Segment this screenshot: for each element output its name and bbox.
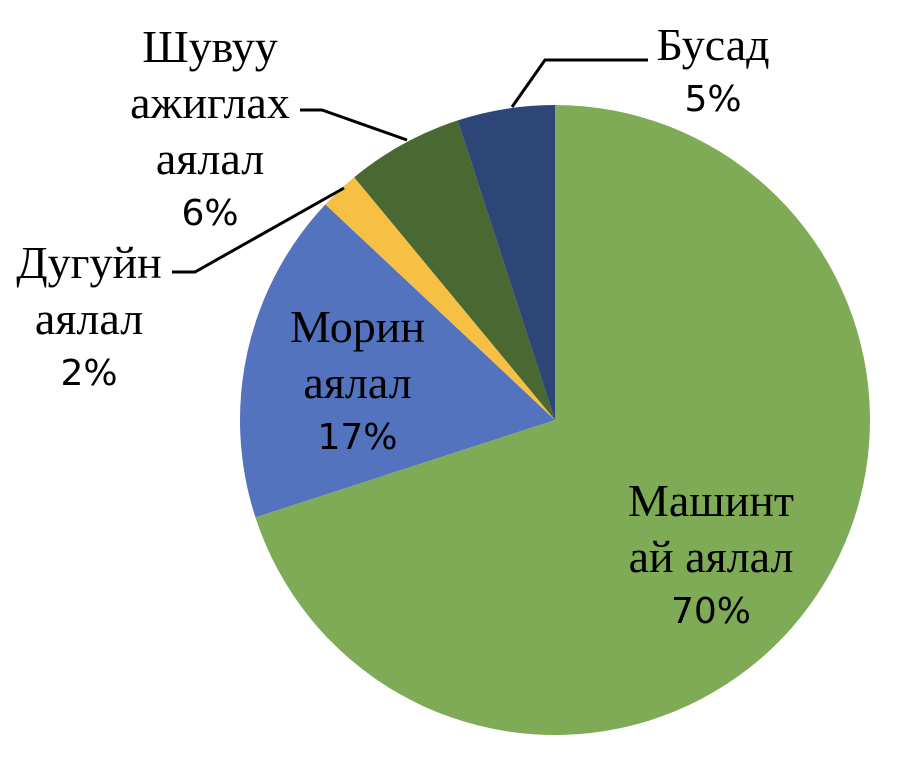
label-morin-pct: 17% — [317, 417, 398, 458]
label-shuvuu-pct: 6% — [181, 193, 239, 234]
label-shuvuu-line1: Шувуу — [142, 21, 278, 72]
label-mashintai-line2: ай аялал — [628, 531, 794, 582]
data-label-shuvuu: Шувуу ажиглах аялал 6% — [110, 24, 310, 232]
label-busad-pct: 5% — [684, 79, 742, 120]
leader-line-dugui — [172, 186, 345, 274]
label-busad-name: Бусад — [656, 19, 770, 70]
label-dugui-pct: 2% — [60, 353, 118, 394]
leader-line-shuvuu — [300, 108, 408, 142]
data-label-busad: Бусад 5% — [648, 22, 778, 118]
pie-slice — [325, 177, 555, 420]
pie-slice — [457, 105, 555, 420]
data-label-morin: Морин аялал 17% — [270, 304, 445, 456]
data-label-mashintai: Машинт ай аялал 70% — [606, 478, 816, 630]
leader-line-busad — [510, 58, 648, 108]
data-label-dugui: Дугуйн аялал 2% — [4, 240, 174, 392]
leader-lines — [172, 58, 648, 274]
label-morin-line1: Морин — [290, 301, 425, 352]
label-shuvuu-line2: ажиглах — [130, 77, 290, 128]
label-mashintai-pct: 70% — [670, 591, 751, 632]
pie-slices — [240, 105, 871, 736]
label-dugui-line1: Дугуйн — [16, 237, 162, 288]
label-dugui-line2: аялал — [34, 293, 144, 344]
label-shuvuu-line3: аялал — [155, 133, 265, 184]
label-morin-line2: аялал — [303, 357, 412, 408]
pie-slice — [255, 105, 871, 736]
label-mashintai-line1: Машинт — [627, 475, 795, 526]
pie-slice — [240, 204, 555, 518]
pie-slice — [354, 120, 555, 421]
